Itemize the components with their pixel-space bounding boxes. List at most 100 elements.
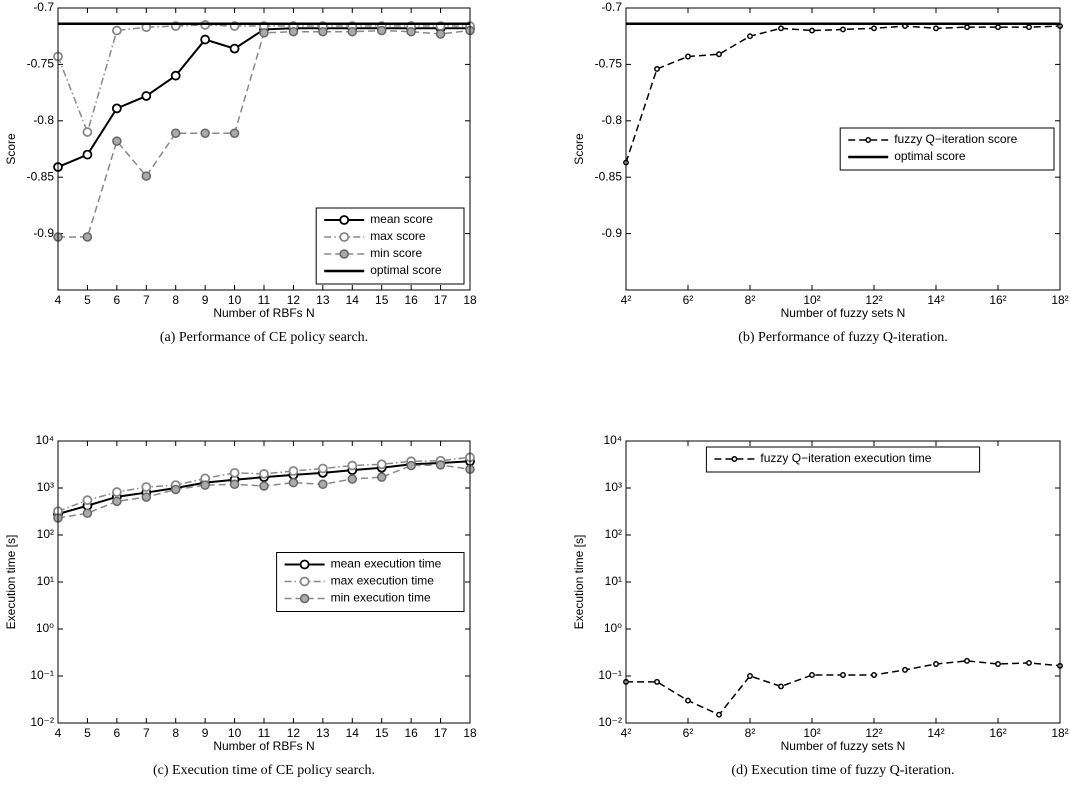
x-tick-label: 16² xyxy=(989,293,1006,307)
y-tick-label: -0.8 xyxy=(601,113,622,127)
legend-box xyxy=(839,127,1055,171)
marker xyxy=(435,460,446,470)
legend-label: min execution time xyxy=(331,591,431,605)
marker xyxy=(654,678,660,685)
marker xyxy=(111,103,122,114)
x-tick-label: 9 xyxy=(202,293,209,307)
legend-marker xyxy=(299,559,310,570)
legend-marker xyxy=(731,456,738,462)
marker xyxy=(716,51,722,58)
marker xyxy=(933,661,939,667)
x-tick-label: 17 xyxy=(434,293,448,307)
marker xyxy=(654,65,660,72)
x-axis-label: Number of RBFs N xyxy=(213,739,314,753)
x-tick-label: 15 xyxy=(375,293,389,307)
y-tick-label: -0.85 xyxy=(27,169,55,183)
marker xyxy=(288,466,299,476)
legend-label: min score xyxy=(370,246,422,260)
marker xyxy=(229,128,240,138)
x-tick-label: 9 xyxy=(202,726,209,740)
legend: mean score max score min score optimal scor… xyxy=(315,207,465,285)
y-tick-label: -0.7 xyxy=(601,0,622,14)
x-axis-label: Number of RBFs N xyxy=(213,306,314,320)
y-tick-label: 10³ xyxy=(37,480,54,494)
legend-label: optimal score xyxy=(894,149,966,163)
series-line xyxy=(57,456,471,512)
x-tick-label: 18 xyxy=(463,293,477,307)
x-tick-label: 18² xyxy=(1051,726,1068,740)
x-tick-label: 12 xyxy=(287,293,301,307)
x-tick-label: 17 xyxy=(434,726,448,740)
marker xyxy=(840,26,846,33)
legend-label: mean score xyxy=(370,212,433,226)
x-tick-label: 16 xyxy=(404,726,418,740)
x-tick-label: 14 xyxy=(346,293,360,307)
x-tick-label: 11 xyxy=(258,726,271,740)
marker xyxy=(141,171,152,181)
x-tick-label: 10 xyxy=(228,726,242,740)
caption: (b) Performance of fuzzy Q-iteration. xyxy=(738,330,948,345)
caption: (d) Execution time of fuzzy Q-iteration. xyxy=(731,763,954,778)
marker xyxy=(347,474,358,484)
marker xyxy=(716,711,722,718)
marker xyxy=(406,460,416,471)
marker xyxy=(840,672,846,678)
y-tick-label: -0.85 xyxy=(595,169,623,183)
marker xyxy=(141,482,152,492)
x-tick-label: 14² xyxy=(927,726,944,740)
legend-label: mean execution time xyxy=(331,557,442,571)
y-tick-label: 10¹ xyxy=(605,574,622,588)
x-tick-label: 12² xyxy=(865,726,882,740)
y-tick-label: 10⁻² xyxy=(598,715,622,729)
x-tick-label: 4 xyxy=(55,726,62,740)
marker xyxy=(112,496,122,507)
series-line xyxy=(626,660,1061,716)
marker xyxy=(170,70,181,81)
marker xyxy=(347,26,358,37)
marker xyxy=(200,128,210,138)
y-tick-label: -0.8 xyxy=(33,113,54,127)
y-tick-label: 10⁻¹ xyxy=(598,668,622,682)
legend: mean execution time max execution time min… xyxy=(276,552,465,612)
marker xyxy=(318,26,328,37)
x-tick-label: 18² xyxy=(1051,293,1068,307)
y-axis-label: Score xyxy=(572,133,586,165)
y-tick-label: 10² xyxy=(605,527,622,541)
x-tick-label: 12² xyxy=(865,293,882,307)
series-line xyxy=(58,29,471,238)
y-tick-label: 10⁰ xyxy=(604,621,622,635)
marker xyxy=(112,136,122,146)
marker xyxy=(871,25,877,32)
marker xyxy=(141,91,152,101)
y-tick-label: 10⁴ xyxy=(35,433,54,447)
y-tick-label: -0.7 xyxy=(33,0,54,14)
legend-label: fuzzy Q−iteration execution time xyxy=(760,451,931,465)
legend-label: max score xyxy=(370,229,426,243)
marker xyxy=(376,472,387,482)
x-tick-label: 4 xyxy=(55,293,62,307)
x-tick-label: 6 xyxy=(114,293,121,307)
legend-marker xyxy=(299,576,310,587)
marker xyxy=(747,673,753,679)
legend-label: optimal score xyxy=(370,263,442,277)
y-axis-label: Execution time [s] xyxy=(572,535,586,630)
y-tick-label: 10¹ xyxy=(37,574,54,588)
legend-marker xyxy=(865,137,872,143)
series-line xyxy=(57,24,470,135)
x-tick-label: 5 xyxy=(84,293,91,307)
marker xyxy=(747,33,753,40)
marker xyxy=(778,25,784,32)
caption: (c) Execution time of CE policy search. xyxy=(153,763,375,778)
x-tick-label: 6² xyxy=(683,293,694,307)
x-axis-label: Number of fuzzy sets N xyxy=(781,739,906,753)
marker xyxy=(82,127,93,137)
marker xyxy=(259,468,269,479)
marker xyxy=(82,149,93,160)
legend-marker xyxy=(339,249,349,259)
legend-marker xyxy=(299,593,310,604)
x-tick-label: 8 xyxy=(172,293,179,307)
marker xyxy=(288,26,299,37)
marker xyxy=(111,25,122,36)
marker xyxy=(229,43,240,54)
x-tick-label: 7 xyxy=(143,726,150,740)
